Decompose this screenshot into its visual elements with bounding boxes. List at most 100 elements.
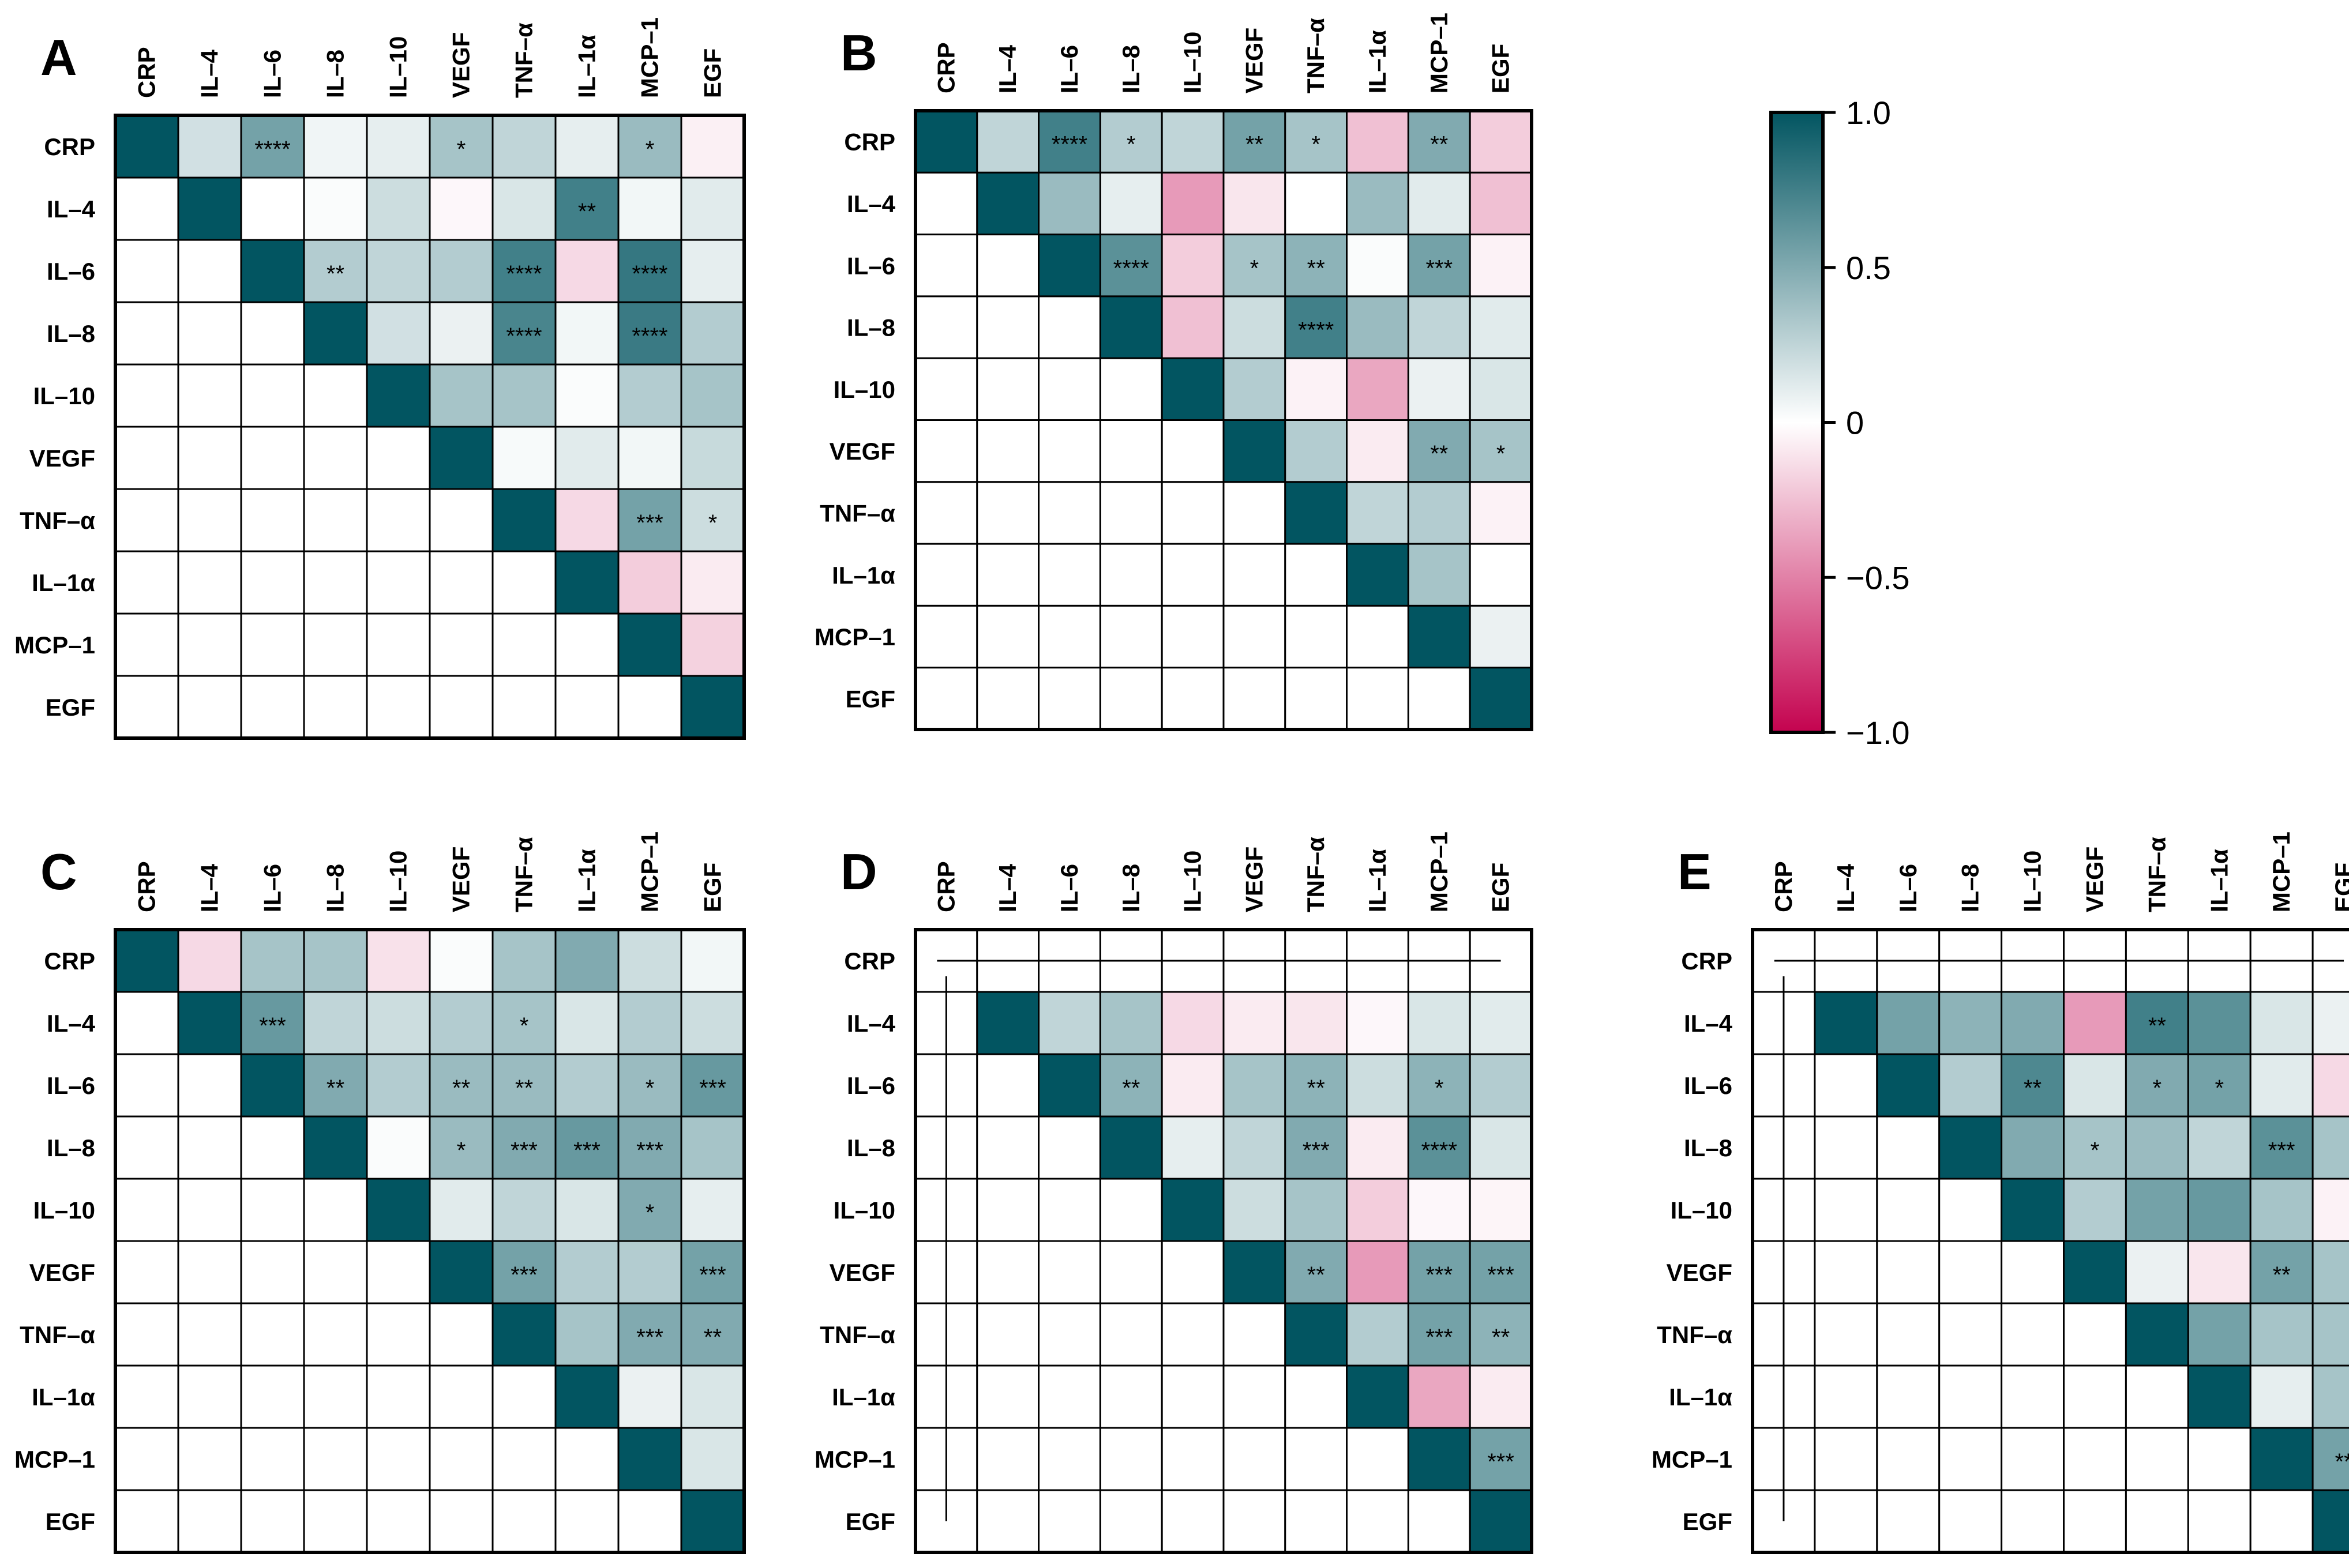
heatmap-cell <box>680 1178 745 1242</box>
heatmap-cell <box>114 612 179 677</box>
heatmap-cell <box>1814 1302 1878 1367</box>
heatmap-cell <box>303 1364 368 1429</box>
heatmap-cell <box>1099 604 1163 669</box>
heatmap-cell <box>1038 1364 1101 1429</box>
row-label: VEGF <box>830 1259 895 1286</box>
heatmap-cell <box>2249 991 2314 1055</box>
heatmap-cell <box>1099 1364 1163 1429</box>
heatmap-cell <box>114 928 179 993</box>
heatmap-cell <box>1161 357 1225 422</box>
heatmap-cell <box>240 1427 305 1491</box>
heatmap-cell <box>1284 1364 1348 1429</box>
heatmap-cell <box>2187 1364 2252 1429</box>
heatmap-cell <box>1038 481 1101 545</box>
heatmap-cell <box>2312 1053 2349 1118</box>
heatmap-cell <box>1038 1115 1101 1180</box>
heatmap-panel-e: E**************CRPIL–4IL–6IL–8IL–10VEGFT… <box>1652 832 2349 1554</box>
heatmap-cell <box>1099 1178 1163 1242</box>
heatmap-cell <box>1222 991 1286 1055</box>
heatmap-cell <box>366 1240 431 1304</box>
heatmap-cell <box>1346 604 1409 669</box>
column-label: TNF–α <box>1302 18 1329 93</box>
heatmap-cell <box>177 239 242 303</box>
heatmap-cell <box>1407 1115 1471 1180</box>
row-label: IL–4 <box>1684 1010 1733 1037</box>
heatmap-cell <box>914 604 978 669</box>
heatmap-cell <box>976 357 1040 422</box>
significance-label: ** <box>1430 441 1448 467</box>
row-label: VEGF <box>29 1259 95 1286</box>
heatmap-cell <box>680 363 745 428</box>
heatmap-cell <box>240 1053 305 1118</box>
heatmap-cell <box>976 1364 1040 1429</box>
heatmap-cell <box>366 488 431 552</box>
heatmap-cell <box>429 675 494 739</box>
row-label: CRP <box>44 133 95 160</box>
heatmap-cell <box>491 1489 557 1554</box>
heatmap-cell <box>1222 357 1286 422</box>
heatmap-cell <box>1222 1053 1286 1118</box>
heatmap-cell <box>429 928 494 993</box>
significance-label: ** <box>2273 1262 2291 1288</box>
column-label: TNF–α <box>511 837 538 912</box>
significance-label: *** <box>259 1013 286 1039</box>
heatmap-cell <box>240 928 305 993</box>
heatmap-cell <box>2063 1427 2127 1491</box>
heatmap-cell <box>1284 357 1348 422</box>
column-label: CRP <box>932 42 959 93</box>
heatmap-cell <box>1346 1178 1409 1242</box>
column-label: IL–4 <box>1832 863 1859 912</box>
panel-label: A <box>40 29 77 86</box>
heatmap-cell <box>1284 991 1348 1055</box>
heatmap-cell <box>1469 110 1533 174</box>
heatmap-cell <box>240 1364 305 1429</box>
heatmap-cell <box>1346 419 1409 483</box>
row-label: TNF–α <box>820 1321 895 1348</box>
heatmap-cell <box>1814 1364 1878 1429</box>
row-label: IL–8 <box>47 320 95 347</box>
significance-label: *** <box>1303 1138 1330 1163</box>
heatmap-cell <box>1099 295 1163 359</box>
heatmap-cell <box>680 675 745 739</box>
significance-label: *** <box>636 510 663 536</box>
heatmap-cell <box>366 1427 431 1491</box>
heatmap-cell <box>680 114 745 179</box>
heatmap-cell <box>554 488 620 552</box>
column-label: IL–1α <box>573 849 601 912</box>
significance-label: * <box>520 1013 529 1039</box>
row-label: IL–4 <box>47 1010 96 1037</box>
heatmap-cell <box>177 1302 242 1367</box>
heatmap-cell <box>1469 543 1533 607</box>
heatmap-cell <box>914 543 978 607</box>
heatmap-cell <box>1222 419 1286 483</box>
heatmap-cell <box>1814 1115 1878 1180</box>
heatmap-cell <box>554 1115 620 1180</box>
heatmap-cell <box>976 295 1040 359</box>
row-label: CRP <box>844 129 895 156</box>
heatmap-cell <box>1222 1240 1286 1304</box>
heatmap-cell <box>1876 1427 1941 1491</box>
heatmap-cell <box>1222 667 1286 731</box>
column-label: TNF–α <box>2143 837 2170 912</box>
significance-label: ** <box>1430 132 1448 157</box>
heatmap-cell <box>1038 1302 1101 1367</box>
heatmap-cell <box>617 1302 682 1367</box>
row-label: VEGF <box>1667 1259 1732 1286</box>
significance-label: *** <box>1425 1325 1453 1350</box>
heatmap-cell <box>491 239 557 303</box>
heatmap-cell <box>1222 1302 1286 1367</box>
column-label: MCP–1 <box>636 832 663 912</box>
heatmap-cell <box>617 1364 682 1429</box>
heatmap-cell <box>1814 1427 1878 1491</box>
column-label: IL–1α <box>573 35 601 98</box>
heatmap-cell <box>177 176 242 241</box>
significance-label: * <box>1435 1076 1444 1101</box>
heatmap-cell <box>617 991 682 1055</box>
heatmap-cell <box>1469 604 1533 669</box>
heatmap-cell <box>491 550 557 615</box>
row-label: IL–6 <box>847 252 895 279</box>
heatmap-cell <box>1284 419 1348 483</box>
heatmap-cell <box>114 991 179 1055</box>
heatmap-cell <box>617 928 682 993</box>
heatmap-cell <box>1284 667 1348 731</box>
